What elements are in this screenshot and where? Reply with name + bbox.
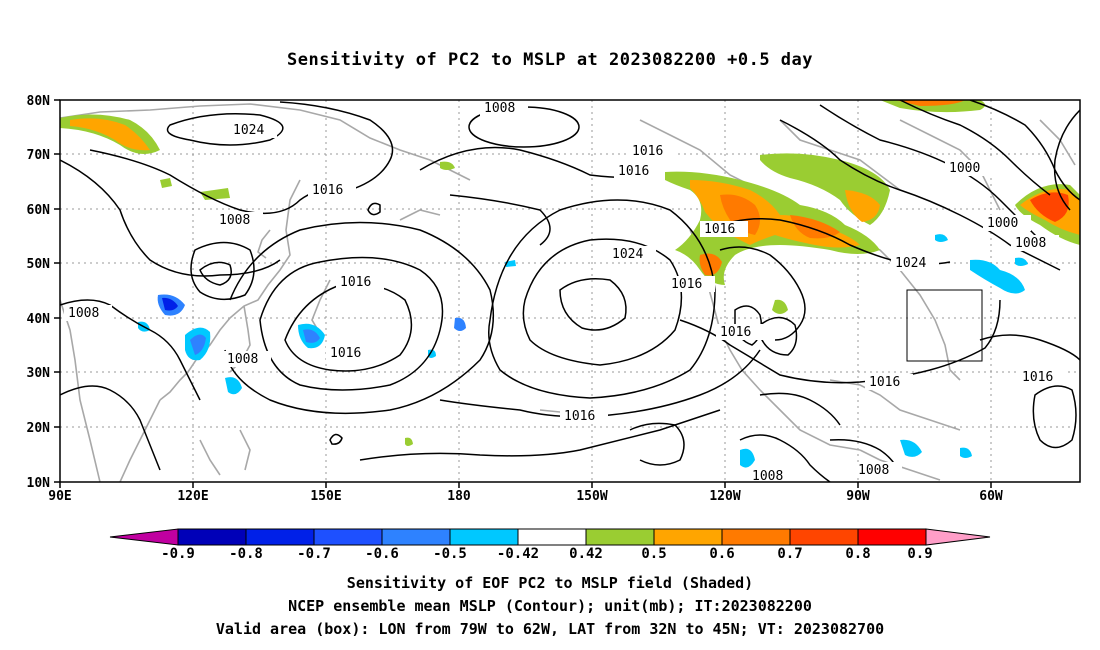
lon-label: 120E: [177, 489, 208, 504]
caption-valid-area: Valid area (box): LON from 79W to 62W, L…: [215, 620, 885, 638]
contour-label: 1008: [68, 306, 99, 321]
contour-label: 1016: [312, 183, 343, 198]
lon-label: 90W: [846, 489, 870, 504]
colorbar-cell: [721, 528, 791, 546]
grid-lines: [60, 100, 1080, 482]
colorbar-label: -0.9: [161, 546, 195, 562]
mslp-contours: [60, 100, 1080, 482]
contour-label: 1016: [618, 164, 649, 179]
caption-shaded: Sensitivity of EOF PC2 to MSLP field (Sh…: [346, 574, 754, 592]
lon-label: 180: [447, 489, 471, 504]
colorbar-cell: [789, 528, 859, 546]
colorbar-label: -0.5: [433, 546, 467, 562]
lat-label: 10N: [27, 476, 51, 491]
contour-label: 1024: [233, 123, 264, 138]
contour-labels: 1008 1024 1016 1016 1016 1000 1000 1008 …: [64, 100, 1066, 484]
contour-label: 1016: [1022, 370, 1053, 385]
colorbar-arrow-high: [925, 528, 991, 546]
contour-label: 1000: [949, 161, 980, 176]
lat-label: 70N: [27, 148, 51, 163]
colorbar-cell: [653, 528, 723, 546]
lon-labels: 90E 120E 150E 180 150W 120W 90W 60W: [48, 489, 1003, 504]
contour-label: 1008: [1015, 236, 1046, 251]
caption-contour: NCEP ensemble mean MSLP (Contour); unit(…: [288, 597, 812, 615]
colorbar-cell: [245, 528, 315, 546]
contour-label: 1016: [704, 222, 735, 237]
coastlines: [60, 103, 1076, 482]
colorbar-label: 0.7: [777, 546, 802, 562]
contour-label: 1016: [720, 325, 751, 340]
contour-label: 1016: [869, 375, 900, 390]
colorbar-cell: [449, 528, 519, 546]
contour-label: 1016: [632, 144, 663, 159]
colorbar-label: -0.8: [229, 546, 263, 562]
colorbar-label: -0.42: [497, 546, 539, 562]
lon-label: 150E: [310, 489, 341, 504]
colorbar-label: 0.8: [845, 546, 870, 562]
contour-label: 1008: [227, 352, 258, 367]
colorbar-arrow-low: [109, 528, 179, 546]
contour-label: 1008: [858, 463, 889, 478]
plot-frame: [59, 99, 1081, 483]
lon-label: 90E: [48, 489, 71, 504]
colorbar-cell: [313, 528, 383, 546]
colorbar-cell: [517, 528, 587, 546]
contour-label: 1008: [219, 213, 250, 228]
contour-label: 1016: [671, 277, 702, 292]
lon-label: 60W: [979, 489, 1003, 504]
contour-label: 1008: [752, 469, 783, 484]
contour-label: 1016: [330, 346, 361, 361]
lon-label: 120W: [709, 489, 740, 504]
colorbar-cell: [177, 528, 247, 546]
colorbar-label: 0.5: [641, 546, 666, 562]
contour-label: 1024: [895, 256, 926, 271]
colorbar-cell: [381, 528, 451, 546]
contour-label: 1016: [564, 409, 595, 424]
sensitivity-shading: [60, 100, 1080, 468]
lat-label: 20N: [27, 421, 51, 436]
colorbar-cell: [857, 528, 927, 546]
lat-label: 30N: [27, 366, 51, 381]
lat-label: 60N: [27, 203, 51, 218]
colorbar-label: 0.6: [709, 546, 734, 562]
contour-labels-extra: 1016: [1022, 370, 1053, 385]
colorbar-labels: -0.9 -0.8 -0.7 -0.6 -0.5 -0.42 0.42 0.5 …: [161, 546, 933, 562]
colorbar-label: -0.6: [365, 546, 399, 562]
colorbar-label: 0.42: [569, 546, 603, 562]
axis-ticks: [54, 99, 992, 488]
lat-label: 40N: [27, 312, 51, 327]
colorbar-cell: [585, 528, 655, 546]
contour-label: 1000: [987, 216, 1018, 231]
map-title: Sensitivity of PC2 to MSLP at 2023082200…: [286, 50, 813, 70]
lat-label: 80N: [27, 94, 51, 109]
lon-label: 150W: [576, 489, 607, 504]
lat-label: 50N: [27, 257, 51, 272]
valid-area-box: [906, 289, 983, 362]
colorbar-label: 0.9: [907, 546, 932, 562]
contour-label: 1024: [612, 247, 643, 262]
colorbar: [109, 528, 991, 546]
contour-label: 1008: [484, 101, 515, 116]
lat-labels: 80N 70N 60N 50N 40N 30N 20N 10N: [27, 94, 51, 491]
contour-label: 1016: [340, 275, 371, 290]
colorbar-label: -0.7: [297, 546, 331, 562]
